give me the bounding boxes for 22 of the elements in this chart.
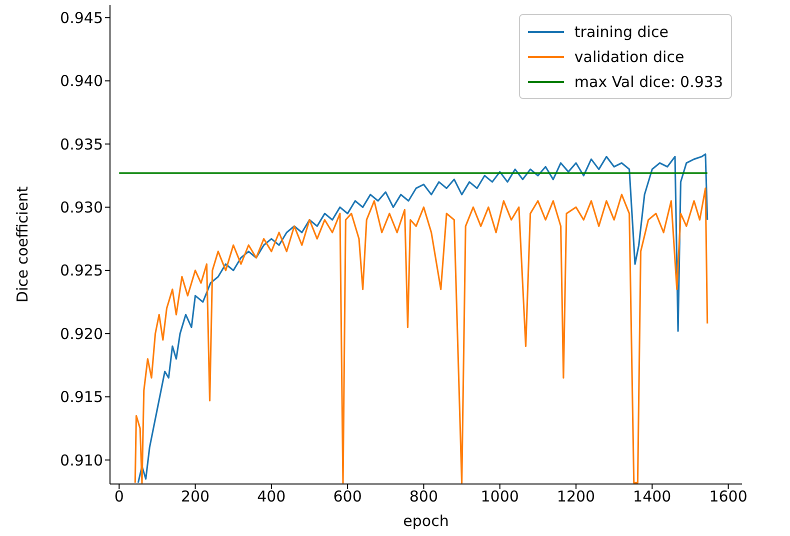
y-tick-label: 0.935 <box>60 135 103 154</box>
x-tick-label: 1000 <box>480 488 519 506</box>
x-tick-label: 1400 <box>633 488 672 506</box>
legend-label: validation dice <box>574 48 684 66</box>
x-tick-label: 600 <box>333 488 362 506</box>
y-tick-label: 0.945 <box>60 8 103 27</box>
x-tick-label: 0 <box>114 488 124 506</box>
x-tick-label: 200 <box>180 488 210 506</box>
x-tick-label: 1200 <box>556 488 596 506</box>
y-tick-label: 0.915 <box>60 388 103 406</box>
y-tick-label: 0.920 <box>60 324 103 343</box>
legend-label: max Val dice: 0.933 <box>574 72 723 90</box>
y-tick-label: 0.930 <box>60 198 103 217</box>
legend-label: training dice <box>574 22 668 40</box>
x-tick-label: 800 <box>409 488 438 506</box>
y-axis-title: Dice coefficient <box>13 186 32 303</box>
y-tick-label: 0.925 <box>60 262 103 280</box>
y-tick-label: 0.940 <box>60 72 103 90</box>
x-tick-label: 400 <box>257 488 286 506</box>
x-tick-label: 1600 <box>709 488 748 506</box>
y-tick-label: 0.910 <box>60 451 103 470</box>
x-axis-title: epoch <box>403 512 449 530</box>
